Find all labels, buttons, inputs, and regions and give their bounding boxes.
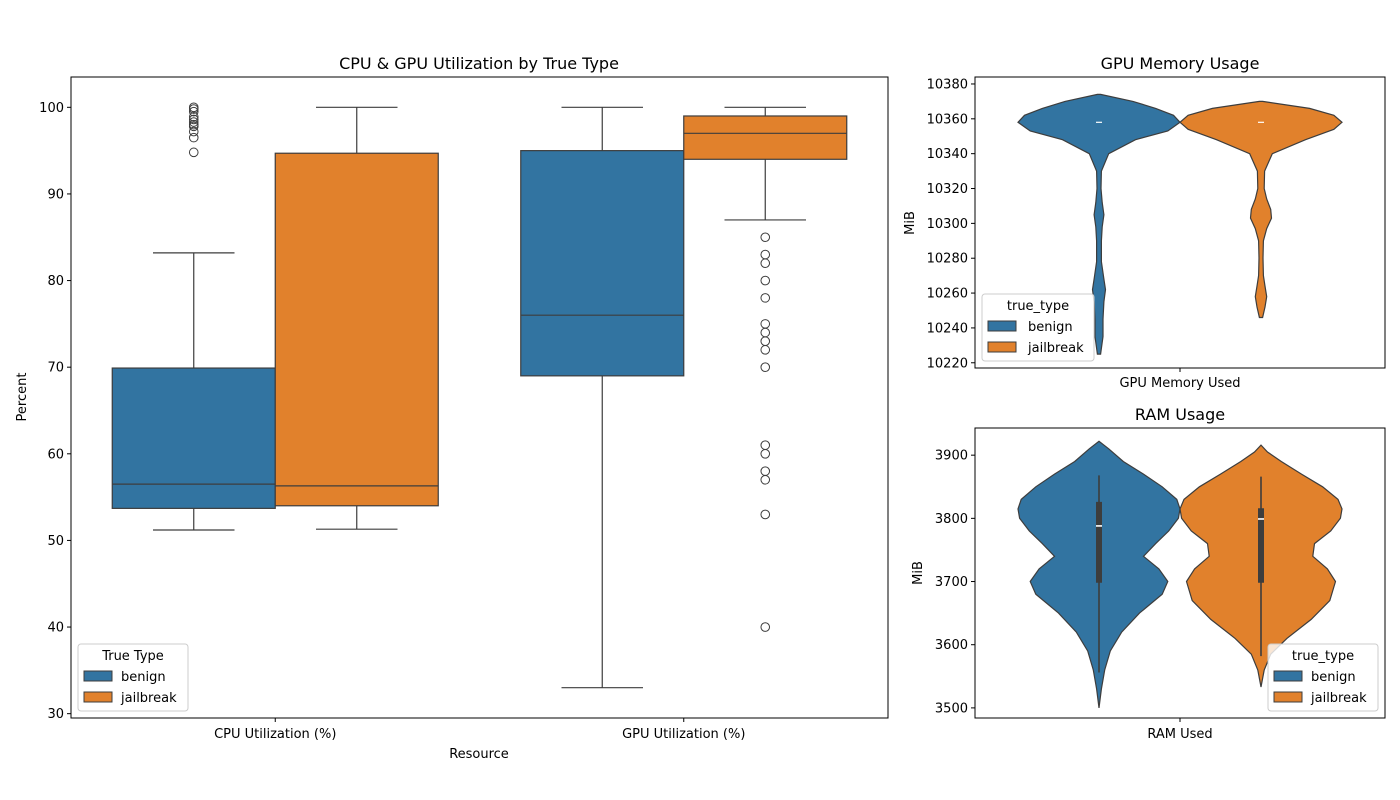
y-tick-label: 10380	[927, 77, 968, 92]
benign-cpu-outlier	[188, 126, 199, 137]
y-tick-label: 30	[47, 707, 64, 722]
jailbreak-gpu-outlier	[760, 319, 771, 329]
y-tick-label: 3500	[935, 701, 968, 716]
benign-cpu-box	[111, 367, 276, 509]
gpu-legend-swatch-benign	[987, 320, 1017, 332]
jailbreak-gpu-outlier	[760, 466, 771, 476]
benign-cpu-outlier	[188, 106, 199, 117]
x-tick-label: GPU Utilization (%)	[622, 727, 745, 742]
gpu-memory-panel: GPU Memory Usage 10220 10240 10260 10280 103…	[903, 54, 1386, 391]
ram-legend-label-benign: benign	[1311, 670, 1356, 685]
y-tick-label: 70	[47, 361, 64, 376]
ram-legend-title: true_type	[1292, 649, 1354, 664]
benign-cpu-outlier	[188, 114, 199, 125]
jailbreak-gpu-outlier	[760, 509, 771, 520]
legend-label-jailbreak: jailbreak	[120, 691, 177, 706]
box-panel: CPU & GPU Utilization by True Type 30 40 5…	[15, 54, 889, 762]
gpu-legend-title: true_type	[1007, 299, 1069, 314]
jailbreak-gpu-box	[683, 115, 848, 160]
legend-label-benign: benign	[121, 670, 166, 685]
y-tick-label: 10340	[927, 147, 968, 162]
jailbreak-cpu-box	[274, 152, 439, 507]
y-tick-label: 10240	[927, 321, 968, 336]
y-tick-label: 100	[39, 101, 64, 116]
y-tick-label: 10320	[927, 182, 968, 197]
ram-legend: true_type benign jailbreak	[1267, 643, 1379, 712]
jailbreak-violin	[1179, 100, 1343, 319]
jailbreak-gpu-outlier	[760, 362, 771, 372]
y-tick-label: 10220	[927, 356, 968, 371]
benign-cpu-outlier	[188, 132, 199, 143]
benign-cpu-outlier	[188, 102, 199, 113]
ram-marks	[1017, 440, 1343, 708]
benign-violin	[1017, 93, 1181, 355]
jailbreak-gpu-outlier	[760, 232, 771, 243]
ram-ylabel: MiB	[911, 561, 926, 585]
box-legend-title: True Type	[101, 649, 164, 664]
box-y-ticks: 30 40 50 60 70 80 90 100	[39, 101, 71, 722]
gpu-memory-title: GPU Memory Usage	[1101, 54, 1260, 73]
ram-legend-label-jailbreak: jailbreak	[1310, 691, 1367, 706]
gpu-memory-category-label: GPU Memory Used	[1119, 376, 1240, 391]
gpu-legend-swatch-jailbreak	[987, 341, 1017, 353]
legend-swatch-jailbreak	[83, 691, 113, 703]
gpu-legend-label-jailbreak: jailbreak	[1027, 341, 1084, 356]
box-title: CPU & GPU Utilization by True Type	[339, 54, 619, 73]
benign-cpu-outlier	[188, 117, 199, 127]
box-marks	[111, 102, 848, 689]
gpu-memory-ylabel: MiB	[903, 211, 918, 235]
ram-legend-swatch-benign	[1273, 670, 1303, 682]
y-tick-label: 40	[47, 621, 64, 636]
jailbreak-gpu-outlier	[760, 249, 771, 260]
benign-cpu-outlier	[188, 119, 199, 130]
box-xlabel: Resource	[449, 747, 509, 762]
jailbreak-gpu-outlier	[760, 258, 771, 269]
gpu-memory-legend: true_type benign jailbreak	[981, 293, 1095, 362]
y-tick-label: 10260	[927, 287, 968, 302]
jailbreak-gpu-outlier	[760, 449, 771, 459]
jailbreak-gpu-outlier	[760, 327, 771, 338]
ram-legend-swatch-jailbreak	[1273, 691, 1303, 703]
ram-title: RAM Usage	[1135, 405, 1225, 424]
legend-swatch-benign	[83, 670, 113, 682]
gpu-legend-label-benign: benign	[1028, 320, 1073, 335]
y-tick-label: 10360	[927, 112, 968, 127]
benign-cpu-outlier	[188, 147, 199, 158]
y-tick-label: 3800	[935, 512, 968, 527]
y-tick-label: 3600	[935, 638, 968, 653]
y-tick-label: 80	[47, 274, 64, 289]
y-tick-label: 3900	[935, 449, 968, 464]
benign-cpu-outlier	[188, 112, 199, 122]
x-tick-label: CPU Utilization (%)	[214, 727, 336, 742]
y-tick-label: 10300	[927, 217, 968, 232]
jailbreak-gpu-outlier	[760, 622, 771, 632]
y-tick-label: 60	[47, 447, 64, 462]
jailbreak-gpu-outlier	[760, 275, 771, 286]
ram-category-label: RAM Used	[1147, 727, 1212, 742]
gpu-memory-marks	[1017, 93, 1343, 355]
jailbreak-gpu-outlier	[760, 345, 771, 355]
y-tick-label: 90	[47, 187, 64, 202]
jailbreak-gpu-outlier	[760, 440, 771, 450]
jailbreak-gpu-outlier	[760, 336, 771, 346]
y-tick-label: 10280	[927, 252, 968, 267]
jailbreak-gpu-outlier	[760, 293, 771, 303]
box-x-ticks: CPU Utilization (%) GPU Utilization (%)	[214, 718, 745, 742]
box-legend: True Type benign jailbreak	[77, 643, 189, 712]
ram-y-ticks: 3500 3600 3700 3800 3900	[935, 449, 975, 716]
gpu-memory-y-ticks: 10220 10240 10260 10280 10300 10320 10340 10360…	[927, 77, 975, 371]
jailbreak-gpu-outlier	[760, 474, 771, 485]
y-tick-label: 3700	[935, 575, 968, 590]
y-tick-label: 50	[47, 534, 64, 549]
box-axes-frame	[70, 76, 889, 719]
box-ylabel: Percent	[15, 373, 30, 422]
benign-gpu-box	[520, 150, 685, 377]
